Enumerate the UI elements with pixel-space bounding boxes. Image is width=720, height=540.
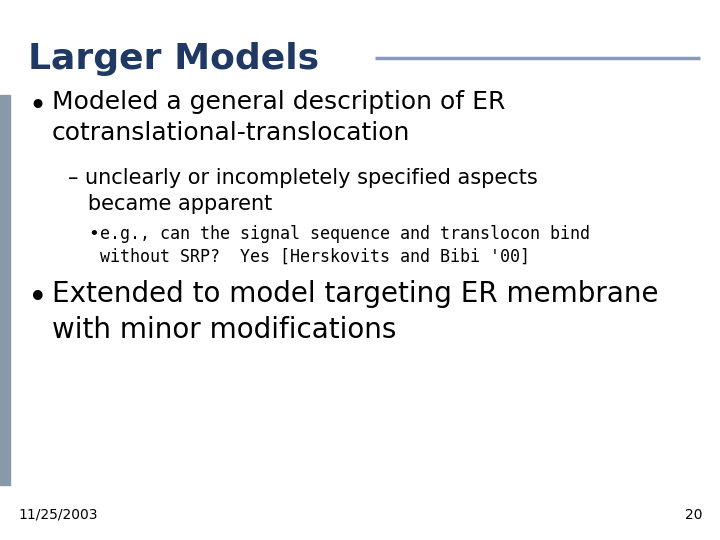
Text: 11/25/2003: 11/25/2003	[18, 508, 97, 522]
Text: Larger Models: Larger Models	[28, 42, 319, 76]
Text: •: •	[28, 92, 46, 121]
Text: •: •	[28, 282, 48, 315]
Text: e.g., can the signal sequence and translocon bind
without SRP?  Yes [Herskovits : e.g., can the signal sequence and transl…	[100, 225, 590, 266]
Bar	[0, 95, 10, 485]
Text: – unclearly or incompletely specified aspects
   became apparent: – unclearly or incompletely specified as…	[68, 168, 538, 214]
Text: Modeled a general description of ER
cotranslational-translocation: Modeled a general description of ER cotr…	[52, 90, 505, 145]
Text: •: •	[88, 225, 99, 243]
Text: Extended to model targeting ER membrane
with minor modifications: Extended to model targeting ER membrane …	[52, 280, 659, 343]
Text: 20: 20	[685, 508, 702, 522]
